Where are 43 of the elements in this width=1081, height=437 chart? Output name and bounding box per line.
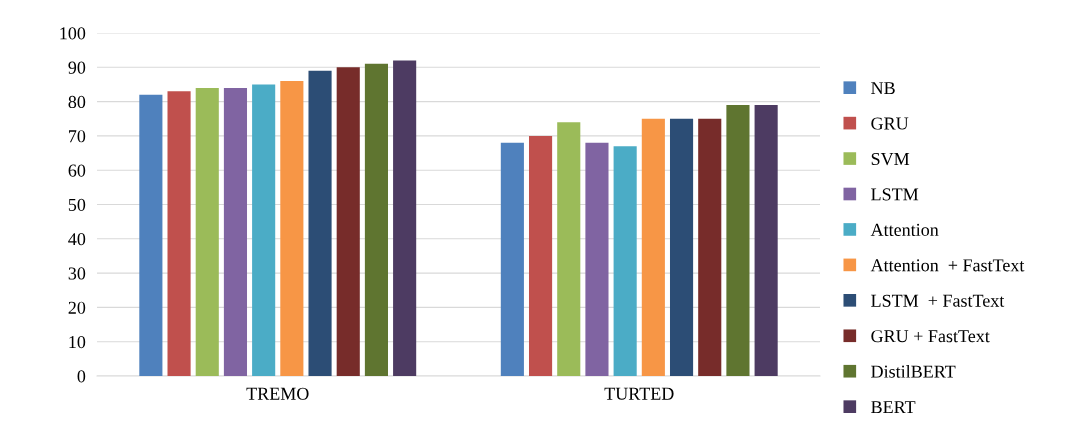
bar [167,91,191,376]
bar [308,70,332,376]
bar [585,142,609,376]
bar [252,84,276,376]
legend-label: LSTM + FastText [871,294,1005,307]
x-tick-label: TREMO [246,387,309,400]
bar [669,118,694,376]
legend-label: GRU [871,117,909,130]
y-tick-label: 10 [69,335,86,349]
bar [223,87,248,376]
bar [364,63,388,376]
legend-label: Attention + FastText [870,259,1025,272]
y-tick-label: 80 [68,95,86,109]
y-tick-label: 0 [77,370,86,383]
bar [613,146,637,376]
bar [139,94,163,376]
bar [754,105,778,376]
bar [641,118,665,376]
y-tick-label: 90 [68,61,86,74]
y-tick-label: 100 [60,27,86,40]
y-tick-label: 30 [68,267,86,280]
bar [500,142,524,376]
legend-label: GRU + FastText [871,330,990,343]
bar [529,135,553,376]
legend-label: LSTM [871,188,919,201]
bar [698,118,722,376]
bar [195,87,219,376]
bar [393,60,417,376]
legend-label: Attention [870,223,939,236]
y-tick-label: 60 [68,164,86,177]
legend-label: SVM [871,152,910,166]
bar [726,105,750,376]
y-tick-label: 20 [68,301,86,314]
legend-label: DistilBERT [871,365,956,378]
legend-label: NB [871,82,895,95]
legend-label: BERT [871,401,916,414]
x-tick-label: TURTED [604,387,674,400]
y-tick-label: 70 [69,130,86,143]
bar [280,81,304,376]
bar [336,67,360,376]
y-tick-label: 40 [68,233,86,246]
bar [557,122,581,376]
y-tick-label: 50 [68,198,86,211]
